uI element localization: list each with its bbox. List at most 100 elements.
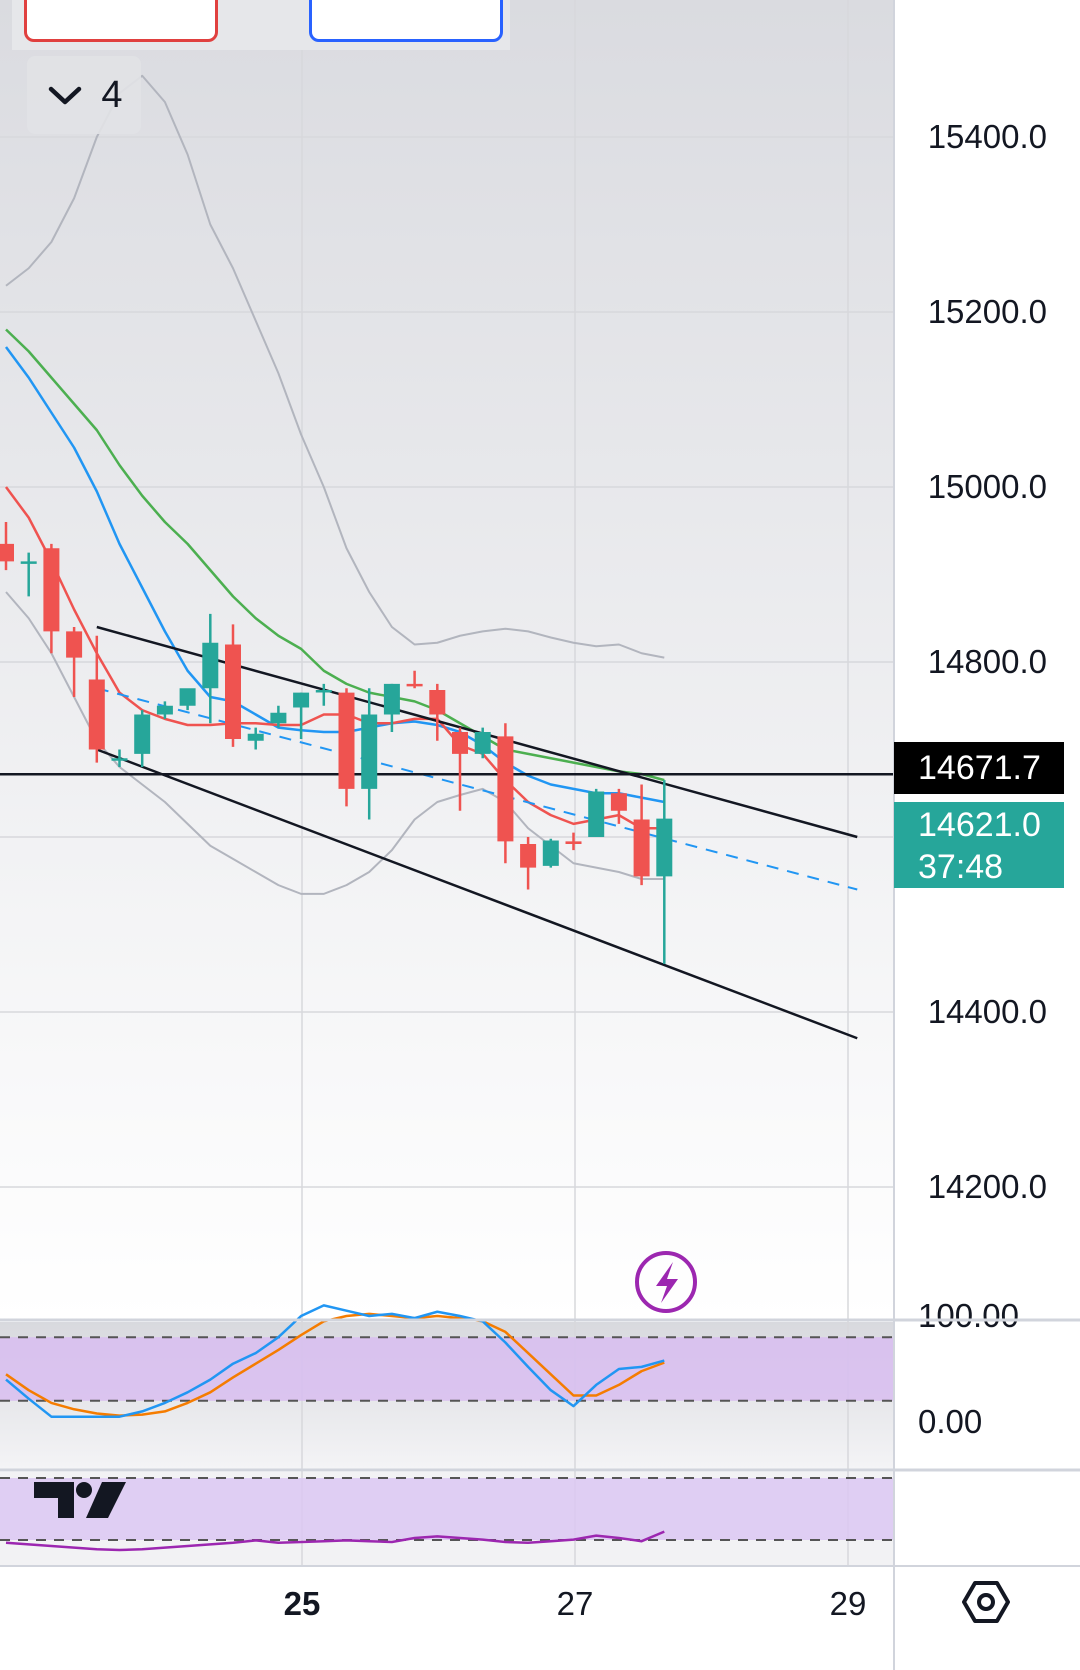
candle[interactable] bbox=[520, 837, 537, 890]
tradingview-logo bbox=[34, 1482, 126, 1518]
indicators-toggle[interactable]: 4 bbox=[27, 56, 141, 134]
candle-body bbox=[66, 631, 83, 658]
candle-body bbox=[225, 644, 241, 739]
candle[interactable] bbox=[361, 688, 378, 820]
candle-body bbox=[179, 688, 196, 706]
date-tick-label: 27 bbox=[557, 1585, 594, 1622]
candle[interactable] bbox=[111, 749, 128, 768]
candle-body bbox=[43, 548, 60, 632]
candle-body bbox=[474, 732, 491, 754]
channel-mid-dashed-line bbox=[96, 687, 858, 891]
ma-mid-line bbox=[4, 346, 665, 804]
candle[interactable] bbox=[588, 788, 605, 837]
main-pane-bg bbox=[0, 0, 894, 1320]
current-price: 14621.0 bbox=[918, 806, 1041, 844]
candle-body bbox=[383, 683, 400, 715]
price-axis[interactable]: 15400.0 15200.0 15000.0 14800.0 14400.0 14200… bbox=[928, 118, 1047, 1205]
price-tick-label: 14200.0 bbox=[928, 1168, 1047, 1205]
candle[interactable] bbox=[270, 705, 287, 728]
candle[interactable] bbox=[656, 780, 673, 964]
candle-body bbox=[134, 714, 151, 754]
candle-body bbox=[406, 683, 423, 687]
candle-body bbox=[429, 690, 446, 715]
rsi-line-group bbox=[5, 1530, 665, 1552]
candle[interactable] bbox=[542, 838, 559, 868]
candle-body bbox=[610, 793, 627, 811]
price-tick-label: 15200.0 bbox=[928, 293, 1047, 330]
candle-body bbox=[361, 714, 378, 789]
candle[interactable] bbox=[134, 710, 151, 767]
stoch-band bbox=[0, 1337, 894, 1401]
candle-body bbox=[293, 692, 310, 708]
candle[interactable] bbox=[315, 683, 332, 706]
candle[interactable] bbox=[293, 692, 310, 739]
date-tick-label: 29 bbox=[830, 1585, 867, 1622]
candle[interactable] bbox=[20, 552, 37, 597]
candle[interactable] bbox=[247, 727, 264, 750]
candle-body bbox=[202, 642, 219, 689]
candle[interactable] bbox=[497, 723, 514, 864]
candle-body bbox=[452, 732, 468, 754]
candle-body bbox=[247, 733, 264, 741]
indicators-count: 4 bbox=[101, 73, 123, 116]
sell-button[interactable] bbox=[24, 0, 218, 42]
ma-slow-line bbox=[5, 328, 665, 782]
candle[interactable] bbox=[225, 624, 241, 747]
candle[interactable] bbox=[156, 701, 173, 719]
candle-body bbox=[315, 690, 332, 693]
candle-body bbox=[270, 712, 287, 724]
candle[interactable] bbox=[0, 522, 14, 571]
candle[interactable] bbox=[429, 683, 446, 741]
candle[interactable] bbox=[202, 613, 219, 724]
date-tick-label: 25 bbox=[284, 1585, 321, 1622]
stoch-band-group: 100.00 0.00 bbox=[0, 1297, 1019, 1440]
channel-lower-line[interactable] bbox=[96, 748, 858, 1040]
grid bbox=[0, 0, 894, 1566]
price-tick-label: 14800.0 bbox=[928, 643, 1047, 680]
chevron-down-icon bbox=[49, 86, 82, 105]
rsi-line bbox=[5, 1530, 665, 1552]
current-price-tag: 14621.0 37:48 bbox=[894, 802, 1064, 888]
stoch-tick-label: 0.00 bbox=[918, 1403, 982, 1440]
candle[interactable] bbox=[610, 788, 627, 824]
price-tick-label: 15000.0 bbox=[928, 468, 1047, 505]
candle-body bbox=[542, 840, 559, 866]
candle[interactable] bbox=[633, 784, 650, 886]
candle[interactable] bbox=[66, 627, 83, 697]
time-axis[interactable]: 25 27 29 bbox=[284, 1585, 867, 1622]
alert-lightning-icon[interactable] bbox=[635, 1251, 697, 1313]
stoch-k-line bbox=[5, 1304, 665, 1418]
candles[interactable] bbox=[0, 522, 673, 964]
ma-fast-line bbox=[4, 486, 665, 830]
candle[interactable] bbox=[406, 670, 423, 689]
settings-hexagon-icon[interactable] bbox=[962, 1580, 1010, 1624]
rsi-band-group bbox=[0, 1477, 894, 1541]
candle-body bbox=[0, 543, 14, 562]
price-tick-label: 14400.0 bbox=[928, 993, 1047, 1030]
candle[interactable] bbox=[88, 635, 105, 763]
candle-body bbox=[497, 736, 514, 842]
candle[interactable] bbox=[43, 543, 60, 654]
candle[interactable] bbox=[452, 727, 468, 811]
candle-body bbox=[588, 791, 605, 837]
candle-body bbox=[565, 841, 582, 844]
candle-body bbox=[156, 705, 173, 715]
candle[interactable] bbox=[474, 727, 491, 759]
last-close-price-tag: 14671.7 bbox=[894, 742, 1064, 794]
candle-body bbox=[338, 692, 355, 789]
indicator-lines bbox=[0, 74, 894, 1040]
candle[interactable] bbox=[565, 832, 582, 851]
candle[interactable] bbox=[179, 688, 196, 711]
candle[interactable] bbox=[383, 683, 400, 732]
buy-button[interactable] bbox=[309, 0, 503, 42]
candle-body bbox=[656, 818, 673, 877]
stoch-tick-label: 100.00 bbox=[918, 1297, 1019, 1334]
candle-body bbox=[88, 679, 105, 750]
candle-countdown: 37:48 bbox=[918, 848, 1004, 886]
candle-body bbox=[633, 819, 650, 877]
rsi-band bbox=[0, 1478, 894, 1540]
candle[interactable] bbox=[338, 688, 355, 807]
candle-body bbox=[520, 844, 537, 868]
candle-body bbox=[111, 758, 128, 761]
